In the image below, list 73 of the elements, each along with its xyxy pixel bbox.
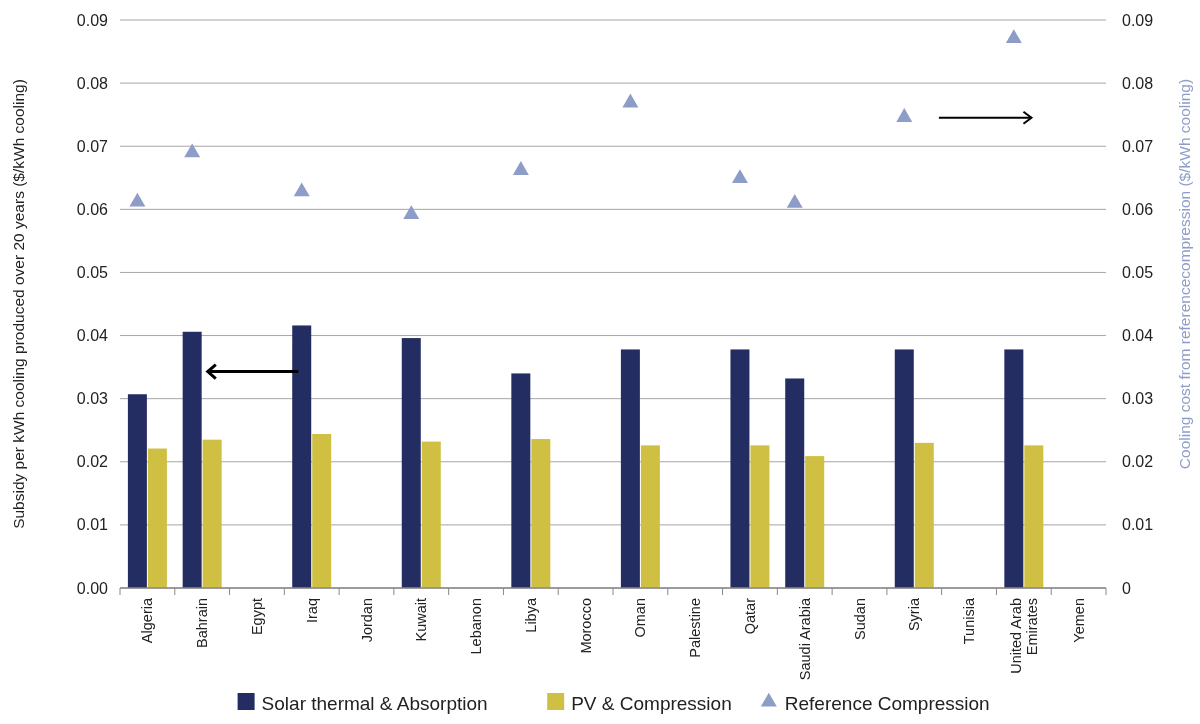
- bar: [421, 441, 441, 588]
- bar: [202, 439, 222, 588]
- y-tick-label: 0.00: [76, 579, 109, 597]
- bar: [620, 349, 640, 588]
- bar: [914, 442, 934, 588]
- bar: [750, 445, 770, 588]
- y-tick-label: 0.05: [76, 264, 109, 282]
- y2-tick-label: 0.06: [1122, 200, 1154, 218]
- point: [512, 161, 529, 175]
- bar: [785, 378, 805, 588]
- bar: [894, 349, 914, 588]
- y-tick-label: 0.04: [76, 327, 109, 345]
- y2-tick-label: 0.03: [1122, 390, 1154, 408]
- x-tick-label: Lebanon: [468, 598, 485, 655]
- y-axis-title: Subsidy per kWh cooling produced over 20 years ($/kWh cooling): [10, 79, 27, 529]
- y-tick-label: 0.07: [76, 137, 109, 155]
- bar: [1004, 349, 1024, 588]
- bar: [640, 445, 660, 588]
- y-tick-label: 0.06: [76, 200, 109, 218]
- x-tick-label: Iraq: [303, 598, 320, 623]
- point: [184, 143, 201, 158]
- point: [1005, 29, 1022, 44]
- x-tick-label: Syria: [906, 597, 923, 632]
- x-tick-label: Palestine: [687, 598, 704, 658]
- y2-tick-label: 0.02: [1122, 453, 1154, 471]
- point: [731, 169, 748, 184]
- y-tick-label: 0.01: [76, 516, 109, 534]
- bar: [401, 338, 421, 588]
- legend-label: PV & Compression: [571, 693, 732, 714]
- point: [896, 108, 913, 122]
- x-tick-label: Egypt: [249, 598, 266, 636]
- x-tick-label: Saudi Arabia: [796, 597, 813, 681]
- y-tick-label: 0.08: [76, 74, 109, 92]
- y2-tick-label: 0.09: [1122, 11, 1154, 29]
- point: [293, 182, 310, 197]
- bar: [531, 439, 551, 588]
- point: [622, 93, 639, 108]
- x-tick-label: United Arab Emirates: [1007, 598, 1040, 674]
- y-tick-label: 0.03: [76, 390, 109, 408]
- bar: [805, 456, 825, 588]
- point: [786, 193, 803, 208]
- x-tick-label: Bahrain: [194, 598, 211, 648]
- x-tick-label: Yemen: [1070, 598, 1087, 643]
- bar: [182, 331, 202, 588]
- x-tick-label: Oman: [632, 598, 649, 638]
- x-tick-label: Jordan: [358, 598, 375, 643]
- bar: [127, 394, 147, 588]
- bar: [730, 349, 750, 588]
- point: [129, 192, 146, 207]
- legend-label: Reference Compression: [784, 693, 990, 714]
- y-tick-label: 0.09: [76, 11, 109, 29]
- x-tick-label: Qatar: [742, 597, 759, 635]
- bar: [1024, 445, 1044, 588]
- y2-tick-label: 0: [1122, 579, 1131, 597]
- x-tick-label: Libya: [522, 597, 539, 633]
- bar: [312, 434, 332, 588]
- y2-tick-label: 0.07: [1122, 137, 1154, 155]
- y-tick-label: 0.02: [76, 453, 109, 471]
- point: [403, 205, 420, 220]
- x-tick-label: Sudan: [851, 598, 868, 640]
- bar: [511, 373, 531, 588]
- y2-tick-label: 0.04: [1122, 327, 1154, 345]
- bar: [147, 448, 167, 588]
- bar: [292, 325, 312, 588]
- y2-tick-label: 0.01: [1122, 516, 1154, 534]
- x-tick-label: Kuwait: [413, 598, 430, 642]
- x-tick-label: Tunisia: [961, 597, 978, 645]
- y2-tick-label: 0.05: [1122, 264, 1154, 282]
- x-tick-label: Algeria: [139, 597, 156, 644]
- legend-label: Solar thermal & Absorption: [261, 693, 488, 714]
- y2-tick-label: 0.08: [1122, 74, 1154, 92]
- y2-axis-title: Cooling cost from referencecompression ($/kWh cooling): [1176, 78, 1193, 470]
- x-tick-label: Morocco: [577, 598, 594, 654]
